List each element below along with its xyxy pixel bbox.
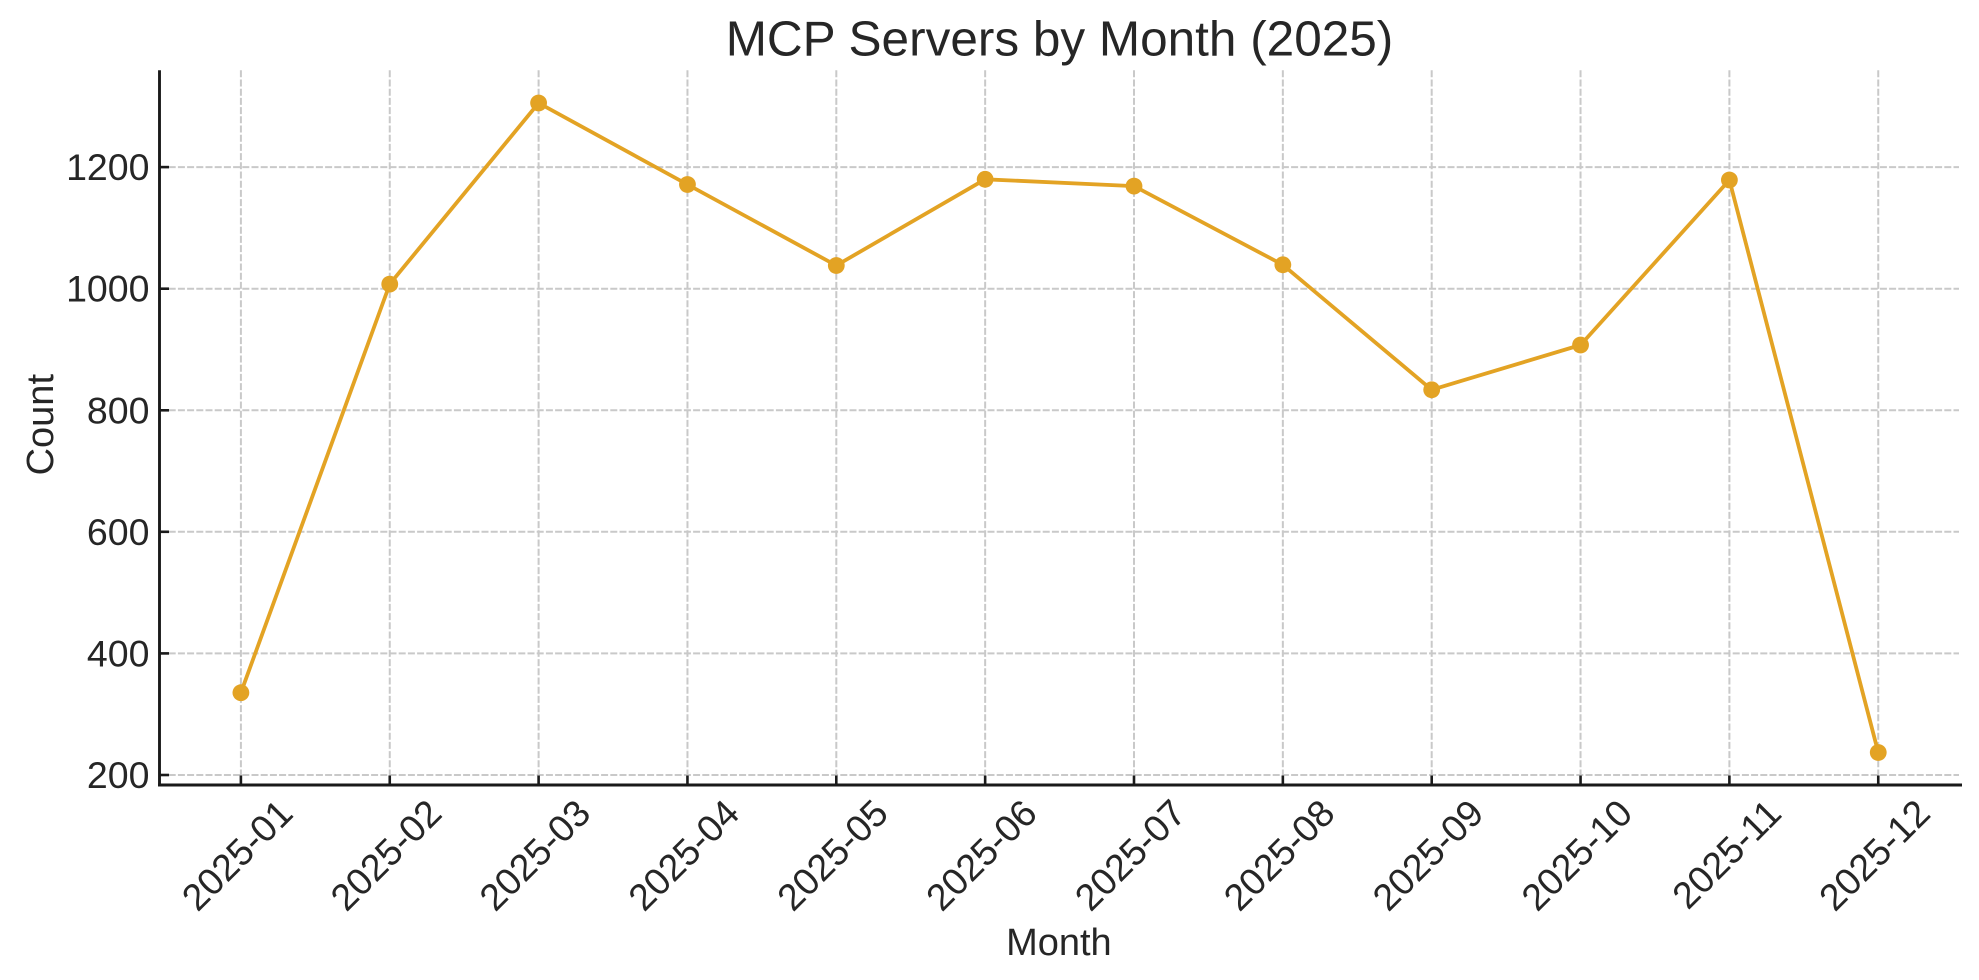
svg-text:200: 200: [87, 754, 150, 796]
svg-text:800: 800: [87, 389, 150, 431]
svg-text:1200: 1200: [66, 146, 149, 188]
svg-text:Count: Count: [20, 374, 62, 476]
svg-text:1000: 1000: [66, 268, 149, 310]
svg-text:400: 400: [87, 632, 150, 674]
svg-text:600: 600: [87, 511, 150, 553]
svg-text:Month: Month: [1006, 922, 1112, 964]
svg-text:MCP Servers by Month (2025): MCP Servers by Month (2025): [726, 12, 1394, 67]
